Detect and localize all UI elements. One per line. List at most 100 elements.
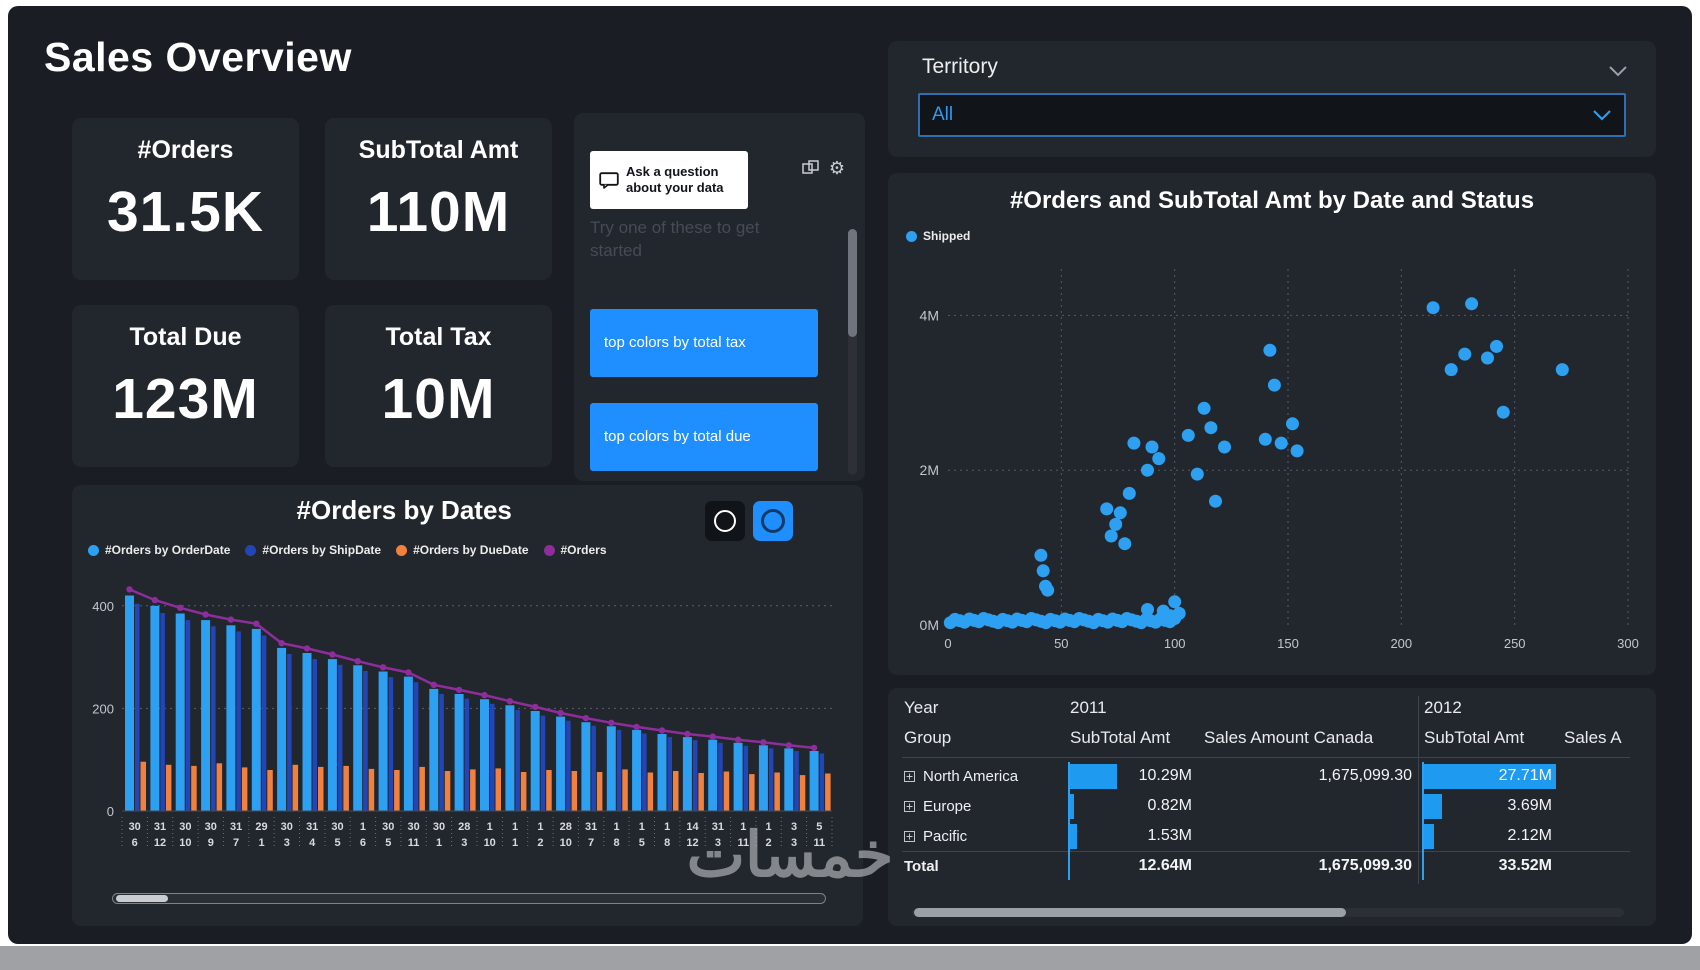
svg-text:10: 10 [560, 837, 572, 849]
svg-text:1: 1 [258, 837, 264, 849]
matrix-group-cell[interactable]: Europe [904, 792, 1070, 820]
svg-text:3: 3 [715, 837, 721, 849]
svg-text:11: 11 [737, 837, 749, 849]
svg-text:1: 1 [537, 821, 543, 833]
legend-item-shipped[interactable]: Shipped [906, 229, 970, 243]
matrix-scrollbar-thumb[interactable] [914, 908, 1346, 917]
svg-text:30: 30 [281, 821, 293, 833]
matrix-year-divider [1418, 696, 1419, 884]
legend-item-label: Shipped [923, 229, 971, 243]
legend-item[interactable]: #Orders by OrderDate [88, 543, 230, 557]
report-canvas: Sales Overview #Orders 31.5K SubTotal Am… [8, 6, 1692, 944]
circle-outline-icon [714, 510, 736, 532]
qna-hint-text: Try one of these to get started [590, 218, 760, 260]
matrix-group-cell[interactable]: Pacific [904, 822, 1070, 850]
svg-text:6: 6 [360, 837, 366, 849]
bookmark-toggle-off-button[interactable] [705, 501, 745, 541]
svg-text:31: 31 [306, 821, 318, 833]
matrix-databar-axis [1068, 762, 1070, 880]
matrix-value-cell: 3.69M [1507, 797, 1552, 814]
convert-visual-icon[interactable] [802, 160, 820, 176]
kpi-value: 110M [366, 180, 511, 244]
svg-text:10: 10 [179, 837, 191, 849]
svg-text:6: 6 [132, 837, 138, 849]
svg-text:3: 3 [461, 837, 467, 849]
matrix-value-cell: 1,675,099.30 [1318, 857, 1412, 874]
legend-dot [906, 230, 917, 242]
matrix-scrollbar[interactable] [912, 908, 1624, 917]
territory-dropdown[interactable]: All [918, 93, 1626, 137]
expand-plus-icon [904, 800, 915, 812]
scatter-chart-card: #Orders and SubTotal Amt by Date and Sta… [888, 173, 1656, 675]
gear-icon[interactable]: ⚙ [828, 158, 845, 178]
qna-suggestion-button[interactable]: top colors by total tax [590, 309, 818, 377]
svg-text:31: 31 [712, 821, 724, 833]
kpi-card-total-tax: Total Tax 10M [325, 305, 552, 467]
svg-text:5: 5 [816, 821, 822, 833]
svg-text:3: 3 [284, 837, 290, 849]
matrix-header-divider [902, 757, 1630, 758]
matrix-group-name: Pacific [923, 827, 968, 845]
qna-suggestion-button[interactable]: top colors by total due [590, 403, 818, 471]
legend-dot [396, 544, 408, 556]
kpi-value: 123M [112, 367, 259, 431]
matrix-year-header: 2012 [1424, 698, 1462, 717]
matrix-column-header: Sales Amount Canada [1204, 728, 1374, 747]
svg-text:250: 250 [1504, 636, 1526, 651]
kpi-card-subtotal: SubTotal Amt 110M [325, 118, 552, 280]
kpi-card-total-due: Total Due 123M [72, 305, 299, 467]
svg-text:5: 5 [385, 837, 391, 849]
qna-prompt-text: Ask a question about your data [626, 163, 724, 195]
territory-slicer-card: Territory All [888, 41, 1656, 157]
svg-text:11: 11 [813, 837, 825, 849]
matrix-value-cell: 0.82M [1147, 797, 1192, 814]
kpi-label: Total Tax [385, 323, 492, 351]
kpi-label: Total Due [129, 323, 242, 351]
matrix-card: Year 2011 2012 Group SubTotal Amt Sales … [888, 688, 1656, 926]
svg-text:4M: 4M [920, 307, 939, 323]
qna-scrollbar[interactable] [848, 229, 857, 475]
qna-ask-question-button[interactable]: Ask a question about your data [590, 151, 748, 209]
svg-text:30: 30 [331, 821, 343, 833]
legend-item[interactable]: #Orders by ShipDate [245, 543, 381, 557]
svg-text:200: 200 [92, 701, 114, 716]
dropdown-chevron-icon [1593, 110, 1611, 121]
svg-text:3: 3 [791, 837, 797, 849]
svg-text:2: 2 [766, 837, 772, 849]
combo-scrollbar[interactable] [112, 893, 826, 904]
qna-scrollbar-thumb[interactable] [848, 229, 857, 337]
qna-card: Ask a question about your data ⚙ Try one… [574, 113, 865, 481]
svg-text:11: 11 [408, 837, 420, 849]
legend-item[interactable]: #Orders by DueDate [396, 543, 529, 557]
svg-text:2: 2 [537, 837, 543, 849]
combo-scrollbar-thumb[interactable] [116, 895, 168, 902]
svg-text:14: 14 [686, 821, 699, 833]
combo-legend: #Orders by OrderDate #Orders by ShipDate #… [88, 543, 607, 557]
svg-text:1: 1 [436, 837, 442, 849]
matrix-group-cell[interactable]: North America [904, 762, 1070, 790]
kpi-card-orders: #Orders 31.5K [72, 118, 299, 280]
kpi-value: 31.5K [106, 180, 265, 244]
svg-text:100: 100 [1164, 636, 1186, 651]
bookmark-toggle-on-button[interactable] [753, 501, 793, 541]
combo-plot-area[interactable]: 0 200 400 30 6 31 12 30 10 30 9 31 7 29 1 30 3 31 4 30 5 1 6 30… [78, 567, 856, 867]
matrix-databar [1070, 824, 1077, 849]
svg-text:31: 31 [230, 821, 242, 833]
svg-text:8: 8 [664, 837, 670, 849]
scatter-plot-area[interactable]: 0M 2M 4M 0 50 100 150 200 250 300 [896, 255, 1648, 659]
page-title: Sales Overview [44, 34, 352, 80]
matrix-databar [1424, 764, 1556, 789]
svg-text:3: 3 [791, 821, 797, 833]
svg-text:30: 30 [205, 821, 217, 833]
svg-text:0: 0 [944, 636, 951, 651]
matrix-databar [1070, 764, 1117, 789]
matrix-column-header: SubTotal Amt [1070, 728, 1171, 747]
svg-text:12: 12 [686, 837, 698, 849]
legend-item[interactable]: #Orders [543, 543, 607, 557]
slicer-collapse-chevron-icon[interactable] [1608, 65, 1628, 77]
svg-text:1: 1 [512, 821, 518, 833]
expand-plus-icon [904, 770, 915, 782]
svg-text:7: 7 [588, 837, 594, 849]
svg-text:9: 9 [208, 837, 214, 849]
matrix-value-cell: 2.12M [1507, 827, 1552, 844]
